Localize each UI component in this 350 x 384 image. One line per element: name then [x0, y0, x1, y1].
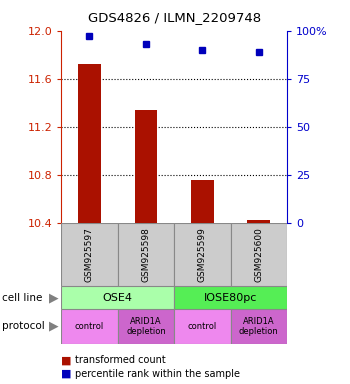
- Text: GSM925600: GSM925600: [254, 227, 263, 282]
- Text: GSM925598: GSM925598: [141, 227, 150, 282]
- Text: ARID1A
depletion: ARID1A depletion: [239, 317, 279, 336]
- Bar: [174, 223, 231, 286]
- Text: OSE4: OSE4: [103, 293, 133, 303]
- Bar: [61, 309, 118, 344]
- Bar: [247, 220, 270, 223]
- Bar: [118, 223, 174, 286]
- Bar: [174, 309, 231, 344]
- Text: ■: ■: [61, 369, 72, 379]
- Text: ■: ■: [61, 355, 72, 365]
- Text: control: control: [75, 322, 104, 331]
- Bar: [231, 223, 287, 286]
- Text: IOSE80pc: IOSE80pc: [204, 293, 257, 303]
- Text: control: control: [188, 322, 217, 331]
- Bar: [231, 309, 287, 344]
- Bar: [135, 110, 157, 223]
- Bar: [118, 309, 174, 344]
- Text: protocol: protocol: [2, 321, 44, 331]
- Text: transformed count: transformed count: [75, 355, 166, 365]
- Bar: [78, 65, 101, 223]
- Bar: [174, 286, 287, 309]
- Text: ▶: ▶: [49, 320, 59, 333]
- Text: ARID1A
depletion: ARID1A depletion: [126, 317, 166, 336]
- Text: GSM925599: GSM925599: [198, 227, 207, 282]
- Bar: [61, 286, 174, 309]
- Text: cell line: cell line: [2, 293, 42, 303]
- Text: ▶: ▶: [49, 291, 59, 304]
- Bar: [61, 223, 118, 286]
- Text: percentile rank within the sample: percentile rank within the sample: [75, 369, 240, 379]
- Bar: [191, 180, 214, 223]
- Text: GDS4826 / ILMN_2209748: GDS4826 / ILMN_2209748: [89, 11, 261, 24]
- Text: GSM925597: GSM925597: [85, 227, 94, 282]
